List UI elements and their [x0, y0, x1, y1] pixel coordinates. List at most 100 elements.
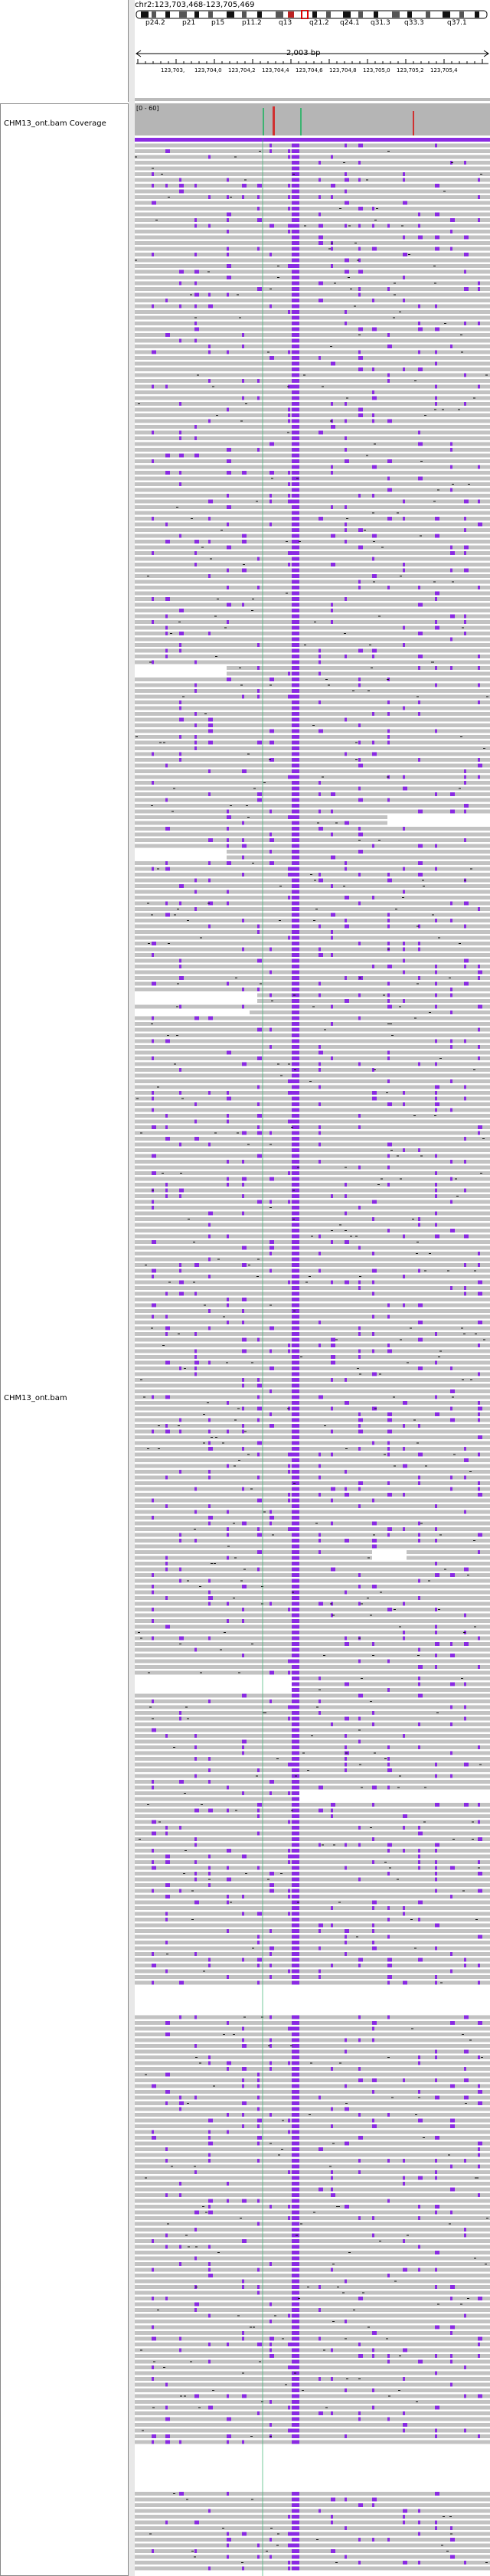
read-row[interactable]	[135, 2170, 490, 2174]
read-row[interactable]	[135, 1934, 490, 1939]
read-row[interactable]	[135, 1549, 490, 1555]
read-row[interactable]	[135, 212, 490, 217]
read-row[interactable]	[135, 1275, 490, 1278]
read-row[interactable]	[135, 2182, 490, 2186]
read-row[interactable]	[135, 1521, 490, 1526]
read-row[interactable]	[135, 763, 490, 768]
read-row[interactable]	[135, 2124, 490, 2128]
read-row[interactable]	[135, 1991, 490, 1997]
read-row[interactable]	[135, 2256, 490, 2261]
read-row[interactable]	[135, 2262, 490, 2266]
read-row[interactable]	[135, 1079, 490, 1083]
read-row[interactable]	[135, 2325, 490, 2330]
read-row[interactable]	[135, 1642, 490, 1646]
read-row[interactable]	[135, 2009, 490, 2014]
read-row[interactable]	[135, 1268, 490, 1273]
read-row[interactable]	[135, 1383, 490, 1388]
read-row[interactable]	[135, 1154, 490, 1158]
read-row[interactable]	[135, 2543, 490, 2548]
read-row[interactable]	[135, 322, 490, 325]
read-row[interactable]	[135, 643, 490, 647]
read-row[interactable]	[135, 143, 490, 148]
read-row[interactable]	[135, 511, 490, 515]
read-row[interactable]	[135, 958, 490, 963]
read-row[interactable]	[135, 998, 490, 1004]
read-row[interactable]	[135, 2365, 490, 2369]
read-row[interactable]	[135, 1314, 490, 1319]
read-row[interactable]	[135, 2411, 490, 2415]
read-row[interactable]	[135, 1263, 490, 1267]
read-row[interactable]	[135, 580, 490, 584]
read-row[interactable]	[135, 2526, 490, 2530]
read-row[interactable]	[135, 1332, 490, 1336]
read-row[interactable]	[135, 1986, 490, 1991]
read-row[interactable]	[135, 2164, 490, 2169]
read-row[interactable]	[135, 2388, 490, 2392]
read-row[interactable]	[135, 815, 490, 820]
read-row[interactable]	[135, 1751, 490, 1755]
read-row[interactable]	[135, 2308, 490, 2312]
read-row[interactable]	[135, 2038, 490, 2042]
read-row[interactable]	[135, 849, 490, 854]
read-row[interactable]	[135, 924, 490, 929]
alignment-track-name[interactable]: CHM13_ont.bam	[4, 1394, 67, 1402]
read-row[interactable]	[135, 1010, 490, 1015]
read-row[interactable]	[135, 1119, 490, 1124]
read-row[interactable]	[135, 781, 490, 785]
read-row[interactable]	[135, 189, 490, 194]
read-row[interactable]	[135, 1590, 490, 1595]
read-row[interactable]	[135, 1762, 490, 1767]
read-row[interactable]	[135, 1768, 490, 1772]
read-row[interactable]	[135, 884, 490, 888]
read-row[interactable]	[135, 1975, 490, 1979]
read-row[interactable]	[135, 1745, 490, 1749]
coverage-track-name[interactable]: CHM13_ont.bam Coverage	[4, 119, 106, 128]
read-row[interactable]	[135, 1206, 490, 1210]
read-row[interactable]	[135, 597, 490, 601]
read-row[interactable]	[135, 844, 490, 848]
read-row[interactable]	[135, 2320, 490, 2323]
read-row[interactable]	[135, 2118, 490, 2123]
read-row[interactable]	[135, 1050, 490, 1055]
read-row[interactable]	[135, 425, 490, 429]
read-row[interactable]	[135, 1796, 490, 1802]
ruler[interactable]	[135, 38, 490, 69]
read-row[interactable]	[135, 2538, 490, 2542]
read-row[interactable]	[135, 965, 490, 968]
read-row[interactable]	[135, 482, 490, 486]
read-row[interactable]	[135, 505, 490, 509]
read-row[interactable]	[135, 1033, 490, 1037]
read-row[interactable]	[135, 2153, 490, 2157]
read-row[interactable]	[135, 2055, 490, 2059]
read-row[interactable]	[135, 1895, 490, 1899]
read-row[interactable]	[135, 195, 490, 199]
read-row[interactable]	[135, 1608, 490, 1611]
read-row[interactable]	[135, 1952, 490, 1956]
read-row[interactable]	[135, 1734, 490, 1738]
read-row[interactable]	[135, 1142, 490, 1147]
read-row[interactable]	[135, 315, 490, 320]
read-row[interactable]	[135, 2141, 490, 2146]
read-row[interactable]	[135, 2176, 490, 2180]
read-row[interactable]	[135, 746, 490, 750]
read-row[interactable]	[135, 1424, 490, 1428]
read-row[interactable]	[135, 488, 490, 492]
read-row[interactable]	[135, 1252, 490, 1255]
read-row[interactable]	[135, 648, 490, 653]
read-row[interactable]	[135, 1016, 490, 1020]
read-row[interactable]	[135, 258, 490, 263]
read-row[interactable]	[135, 723, 490, 727]
read-row[interactable]	[135, 2336, 490, 2341]
read-row[interactable]	[135, 2549, 490, 2553]
read-row[interactable]	[135, 1165, 490, 1170]
read-row[interactable]	[135, 338, 490, 343]
read-row[interactable]	[135, 1872, 490, 1876]
read-row[interactable]	[135, 1493, 490, 1497]
read-row[interactable]	[135, 1997, 490, 2003]
read-row[interactable]	[135, 717, 490, 722]
read-row[interactable]	[135, 1774, 490, 1778]
read-row[interactable]	[135, 1291, 490, 1296]
read-row[interactable]	[135, 1160, 490, 1164]
read-row[interactable]	[135, 1406, 490, 1411]
read-row[interactable]	[135, 1360, 490, 1365]
